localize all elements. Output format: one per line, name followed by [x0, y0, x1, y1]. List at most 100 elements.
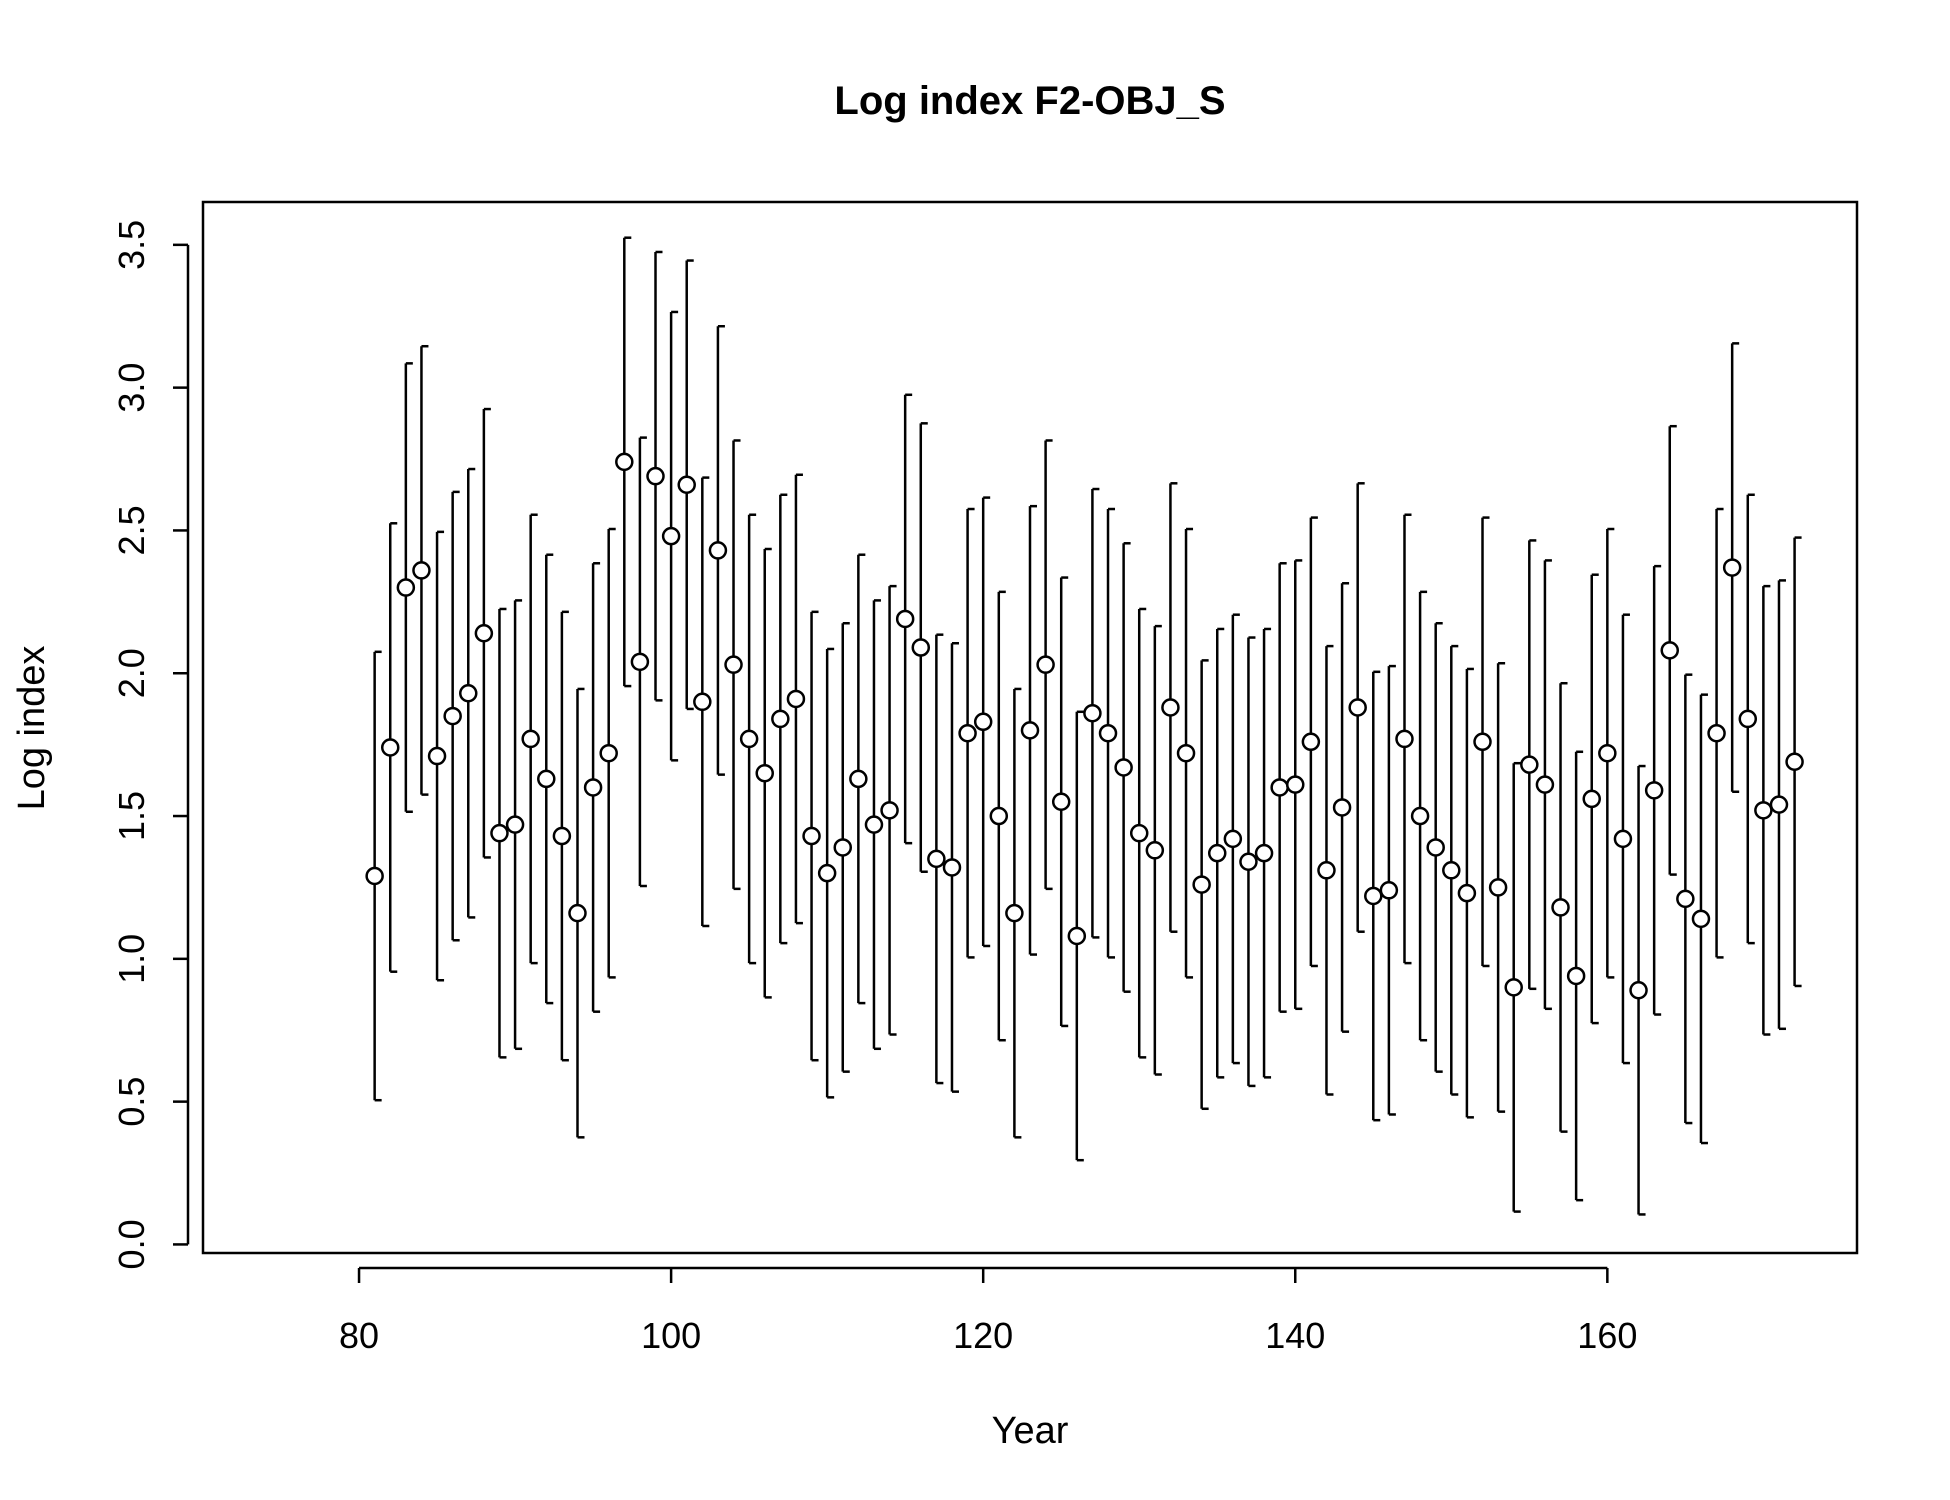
y-axis: 0.0 0.5 1.0 1.5 2.0 2.5 3.0 3.5	[111, 220, 190, 1269]
data-point	[365, 866, 384, 886]
data-point	[1582, 789, 1601, 809]
y-tick-label: 3.0	[111, 363, 152, 413]
data-point	[849, 769, 868, 789]
data-point	[459, 683, 478, 703]
data-point	[521, 729, 540, 749]
data-point	[1754, 801, 1773, 820]
data-point	[1036, 655, 1055, 674]
data-point	[786, 689, 806, 709]
data-point	[677, 475, 696, 494]
data-point	[958, 723, 977, 743]
data-point	[490, 823, 509, 843]
chart-title: Log index F2-OBJ_S	[834, 79, 1225, 123]
data-point	[1426, 838, 1445, 857]
data-point	[1629, 981, 1648, 1000]
data-point	[599, 743, 618, 763]
data-point	[1644, 781, 1664, 800]
data-point	[1488, 878, 1508, 897]
data-point	[1457, 883, 1477, 903]
data-point	[1083, 703, 1102, 723]
data-point	[802, 826, 821, 846]
data-point	[412, 561, 431, 580]
data-point	[1223, 829, 1243, 849]
x-axis-label: Year	[992, 1410, 1069, 1452]
data-point	[1051, 792, 1071, 812]
data-point	[817, 863, 837, 883]
data-point	[396, 578, 416, 597]
data-point	[1317, 861, 1336, 880]
data-point	[927, 849, 946, 869]
data-point	[505, 815, 525, 834]
data-point	[708, 541, 728, 560]
x-tick-label: 120	[953, 1315, 1013, 1356]
data-series	[365, 236, 1804, 1216]
data-point	[739, 729, 759, 749]
data-point	[771, 709, 790, 729]
data-point	[911, 638, 931, 657]
data-point	[1129, 823, 1149, 843]
data-point	[1348, 698, 1367, 717]
y-tick-label: 3.5	[111, 220, 152, 270]
data-point	[474, 624, 494, 643]
data-point	[1239, 852, 1258, 871]
data-point	[1254, 843, 1274, 863]
data-point	[1192, 875, 1211, 894]
data-point	[1691, 909, 1711, 929]
data-point	[1598, 743, 1617, 763]
y-tick-label: 0.5	[111, 1077, 152, 1127]
data-point	[1207, 843, 1227, 863]
data-point	[1442, 861, 1461, 880]
data-point	[1551, 898, 1570, 917]
data-point	[1395, 729, 1414, 749]
data-point	[1722, 558, 1742, 577]
data-point	[1676, 889, 1695, 909]
data-point	[1114, 758, 1133, 777]
data-point	[537, 769, 556, 789]
data-point	[1473, 732, 1492, 752]
x-tick-label: 160	[1577, 1315, 1637, 1356]
data-point	[1286, 775, 1305, 794]
data-point	[1504, 978, 1523, 997]
data-point	[568, 903, 587, 923]
data-point	[755, 763, 774, 783]
data-point	[1535, 775, 1555, 794]
x-tick-label: 80	[339, 1315, 379, 1356]
y-tick-label: 2.5	[111, 505, 152, 555]
data-point	[1364, 886, 1383, 906]
data-point	[864, 815, 884, 834]
y-tick-label: 2.0	[111, 648, 152, 698]
data-point	[833, 838, 853, 857]
data-point	[1613, 829, 1633, 849]
data-point	[880, 801, 899, 820]
data-point	[1176, 743, 1196, 763]
y-axis-label: Log index	[11, 646, 53, 811]
data-point	[1067, 926, 1087, 946]
data-point	[1020, 721, 1040, 740]
data-point	[1005, 903, 1024, 923]
data-point	[1520, 755, 1539, 774]
x-tick-label: 100	[641, 1315, 701, 1356]
data-point	[380, 738, 400, 757]
y-tick-label: 1.0	[111, 934, 152, 984]
data-point	[942, 858, 962, 877]
data-point	[583, 778, 603, 797]
data-point	[1098, 723, 1118, 743]
data-point	[1707, 723, 1726, 743]
data-point	[1660, 641, 1680, 660]
data-point	[693, 692, 712, 712]
data-point	[552, 826, 572, 846]
data-point	[1301, 732, 1321, 752]
data-point	[1332, 798, 1352, 817]
data-point	[895, 609, 915, 629]
data-point	[1145, 841, 1165, 860]
data-point	[630, 652, 650, 672]
data-point	[646, 466, 665, 486]
plot-frame	[201, 200, 1859, 1255]
data-point	[661, 526, 681, 546]
data-point	[724, 655, 743, 674]
data-point	[427, 746, 447, 766]
x-tick-label: 140	[1265, 1315, 1325, 1356]
data-point	[615, 452, 634, 472]
data-point	[1379, 881, 1399, 900]
